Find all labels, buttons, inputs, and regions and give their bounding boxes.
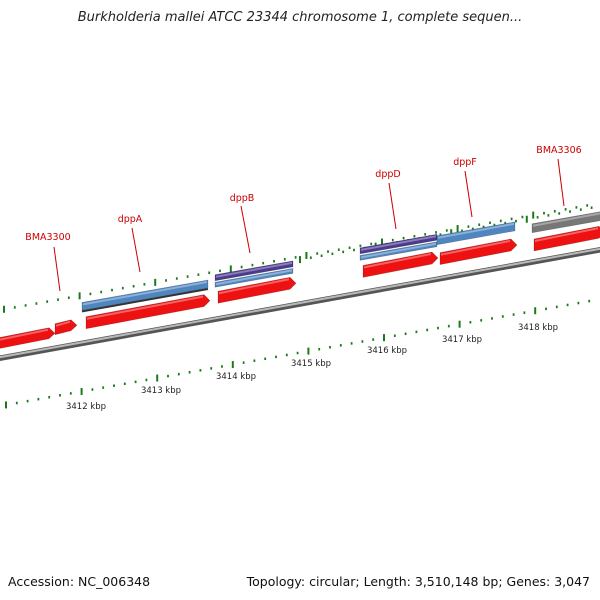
- gene-red-1-highlight: [0, 328, 48, 341]
- gene-dppB-highlight: [219, 278, 289, 295]
- gene-label-dppD[interactable]: dppD: [375, 169, 400, 180]
- gene-label-BMA3300[interactable]: BMA3300: [25, 232, 70, 243]
- gene-BMA3300[interactable]: [54, 319, 78, 336]
- leader-line-dppF: [464, 170, 473, 218]
- gene-dppD[interactable]: [362, 251, 439, 278]
- gene-label-BMA3306[interactable]: BMA3306: [536, 145, 581, 156]
- gene-dppD-upper-b-highlight: [361, 242, 436, 259]
- leader-line-BMA3300: [53, 246, 61, 292]
- kbp-label: 3418 kbp: [518, 323, 558, 333]
- gene-dppA[interactable]: [85, 294, 211, 330]
- gene-BMA3306[interactable]: [533, 225, 600, 252]
- gene-dppF-upper-highlight: [438, 222, 514, 239]
- gene-BMA3306-upper[interactable]: [531, 211, 600, 234]
- outer-tick-row: [3, 204, 589, 313]
- gene-dppF[interactable]: [439, 238, 518, 266]
- gene-dppB[interactable]: [217, 276, 297, 304]
- kbp-label: 3413 kbp: [141, 386, 181, 396]
- leader-line-dppB: [240, 205, 251, 254]
- gene-dppD-upper-highlight: [361, 235, 436, 251]
- topology-summary: Topology: circular; Length: 3,510,148 bp…: [246, 574, 590, 589]
- leader-line-dppA: [131, 227, 141, 273]
- kbp-label: 3417 kbp: [442, 335, 482, 345]
- gene-dppB-upper-highlight: [216, 261, 292, 278]
- lower-tick-row: [5, 299, 591, 409]
- gene-dppB-upper-b[interactable]: [214, 267, 294, 288]
- gene-BMA3306-upper-highlight: [533, 212, 600, 227]
- kbp-label: 3416 kbp: [367, 346, 407, 356]
- leader-line-BMA3306: [557, 158, 565, 207]
- kbp-label: 3414 kbp: [216, 372, 256, 382]
- gene-dppA-shadow: [81, 287, 209, 313]
- gene-label-dppA[interactable]: dppA: [118, 214, 143, 225]
- chromosome-backbone-highlight: [0, 247, 600, 359]
- gene-dppA-upper[interactable]: [81, 279, 209, 311]
- gene-dppF-upper[interactable]: [436, 221, 516, 246]
- gene-dppD-highlight: [364, 253, 431, 269]
- gene-BMA3300-highlight: [56, 320, 70, 327]
- gene-BMA3306-highlight: [535, 227, 598, 242]
- gene-label-dppB[interactable]: dppB: [230, 193, 255, 204]
- gene-dppB-upper-b-highlight: [216, 269, 292, 286]
- gene-dppD-upper-b[interactable]: [359, 241, 438, 261]
- accession-text: Accession: NC_006348: [8, 574, 151, 589]
- gene-dppA-upper-highlight: [83, 280, 207, 306]
- kbp-label: 3415 kbp: [291, 359, 331, 369]
- gene-dppB-upper[interactable]: [214, 260, 294, 282]
- leader-line-dppD: [388, 182, 397, 230]
- gene-label-dppF[interactable]: dppF: [453, 157, 477, 168]
- gene-dppA-highlight: [87, 295, 203, 320]
- gene-dppF-highlight: [441, 239, 510, 256]
- gene-red-1[interactable]: [0, 327, 56, 350]
- kbp-label: 3412 kbp: [66, 402, 106, 412]
- map-title: Burkholderia mallei ATCC 23344 chromosom…: [77, 10, 523, 25]
- gene-track: [0, 211, 600, 350]
